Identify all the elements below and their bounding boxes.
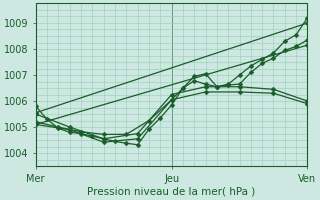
X-axis label: Pression niveau de la mer( hPa ): Pression niveau de la mer( hPa ) xyxy=(87,187,256,197)
